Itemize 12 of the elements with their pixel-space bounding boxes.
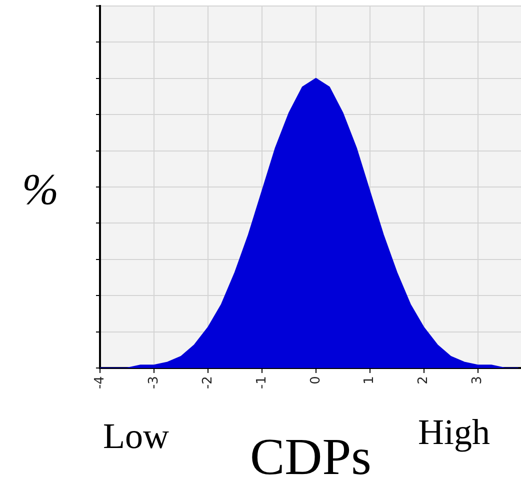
y-axis-title: %: [22, 165, 59, 214]
x-tick-label: -1: [254, 376, 270, 390]
text: Low: [103, 416, 169, 456]
x-tick-label: 0: [308, 376, 324, 384]
text: High: [418, 412, 490, 452]
x-axis-title: CDPs: [250, 429, 372, 486]
x-tick-label: -3: [146, 376, 162, 390]
x-tick-label: 2: [416, 376, 432, 384]
x-tick-label: 1: [362, 376, 378, 384]
x-tick-label: -2: [200, 376, 216, 390]
x-tick-label: 3: [470, 376, 486, 384]
x-tick-label: -4: [92, 376, 108, 390]
